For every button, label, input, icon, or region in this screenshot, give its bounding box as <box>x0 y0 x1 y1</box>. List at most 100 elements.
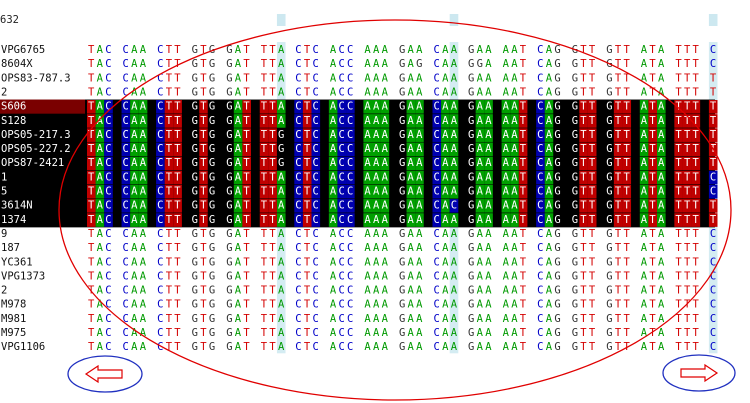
base-background <box>613 128 623 142</box>
base-background <box>415 100 424 114</box>
base-background <box>130 213 139 227</box>
base-background <box>553 170 562 185</box>
base-background <box>467 199 476 213</box>
scroll-right[interactable] <box>662 354 736 392</box>
base-background <box>242 156 251 171</box>
base-background <box>553 156 562 171</box>
base-background <box>587 114 597 128</box>
base-background <box>441 184 450 199</box>
base-background <box>190 213 200 227</box>
codon: C <box>710 228 716 240</box>
base-background <box>553 199 562 213</box>
base-background <box>510 100 519 114</box>
base-background <box>432 100 442 114</box>
base-background <box>311 213 321 227</box>
base-background <box>510 199 519 213</box>
column-marker <box>276 14 286 26</box>
base-background <box>475 100 485 114</box>
base-background <box>648 156 657 171</box>
base-background <box>380 128 390 142</box>
base-background <box>648 128 657 142</box>
base-background <box>363 213 372 227</box>
base-background <box>587 184 597 199</box>
base-background <box>130 128 139 142</box>
base-background <box>164 199 174 213</box>
base-background <box>708 128 718 142</box>
base-background <box>372 170 381 185</box>
base-background <box>441 156 450 171</box>
base-background <box>536 100 545 114</box>
base-background <box>639 213 649 227</box>
base-background <box>199 128 208 142</box>
base-background <box>130 142 139 157</box>
base-background <box>95 184 105 199</box>
sequence-row: 1374 T A C C A A C T T G T G G A T T T A C T C A C C A A A G A A C A A G A A… <box>0 212 718 228</box>
base-background <box>674 142 683 157</box>
base-background <box>138 184 148 199</box>
base-background <box>199 199 208 213</box>
base-background <box>415 170 424 185</box>
base-background <box>199 184 208 199</box>
base-background <box>682 128 692 142</box>
base-background <box>415 199 424 213</box>
base-background <box>605 114 614 128</box>
sequence-row: OPS05-217.3 T A C C A A C T T G T G G A T T T G C T C A C C A A A G A… <box>0 127 718 143</box>
base-background <box>380 114 390 128</box>
base-background <box>432 128 442 142</box>
base-background <box>587 213 597 227</box>
base-background <box>302 156 312 171</box>
base-background <box>121 128 131 142</box>
scroll-left[interactable] <box>67 355 143 393</box>
name-background <box>0 156 85 171</box>
base-background <box>501 170 511 185</box>
base-background <box>579 184 588 199</box>
base-background <box>605 156 614 171</box>
base-background <box>467 142 476 157</box>
base-background <box>225 213 234 227</box>
base-background <box>294 114 303 128</box>
base-background <box>302 170 312 185</box>
base-background <box>130 170 139 185</box>
